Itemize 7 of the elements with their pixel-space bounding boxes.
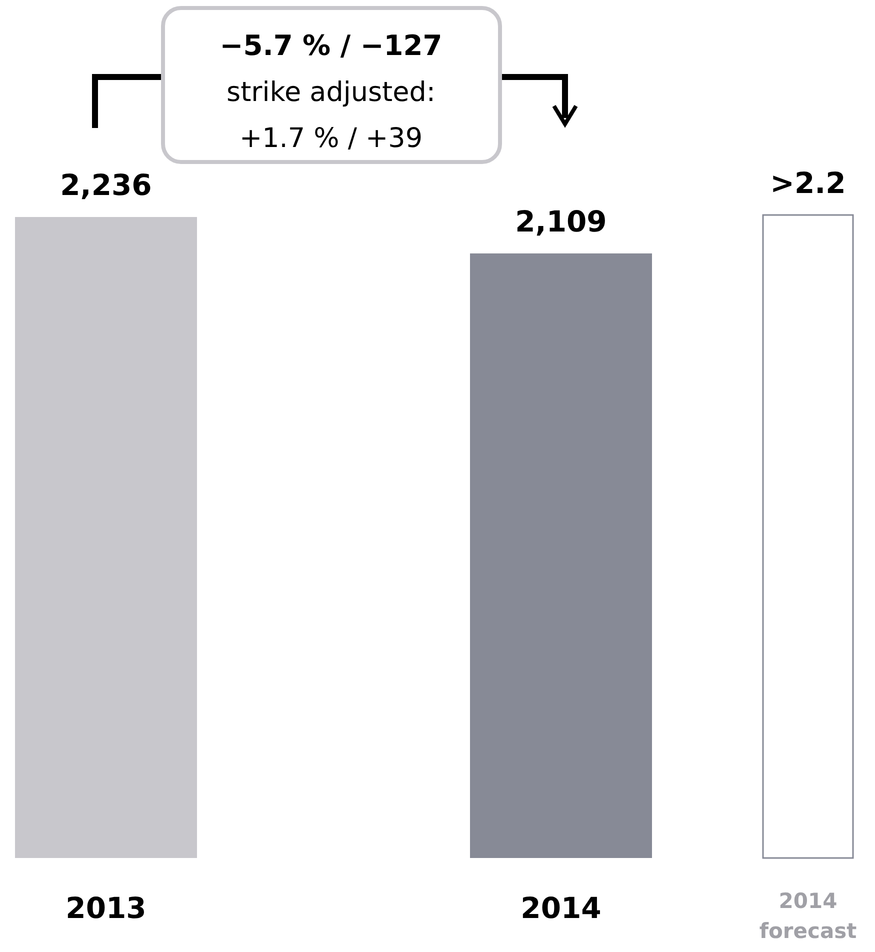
data-label: 2,236 <box>60 168 152 202</box>
data-label: >2.2 <box>770 166 846 200</box>
text: −5.7 % / −127 strike adjusted: +1.7 % / +39 <box>220 29 442 154</box>
x-tick-label: 2014 <box>520 891 602 925</box>
data-label: 2,109 <box>515 204 607 238</box>
x-tick-label: 2014 forecast <box>759 889 857 943</box>
x-tick-label: 2013 <box>66 891 146 925</box>
